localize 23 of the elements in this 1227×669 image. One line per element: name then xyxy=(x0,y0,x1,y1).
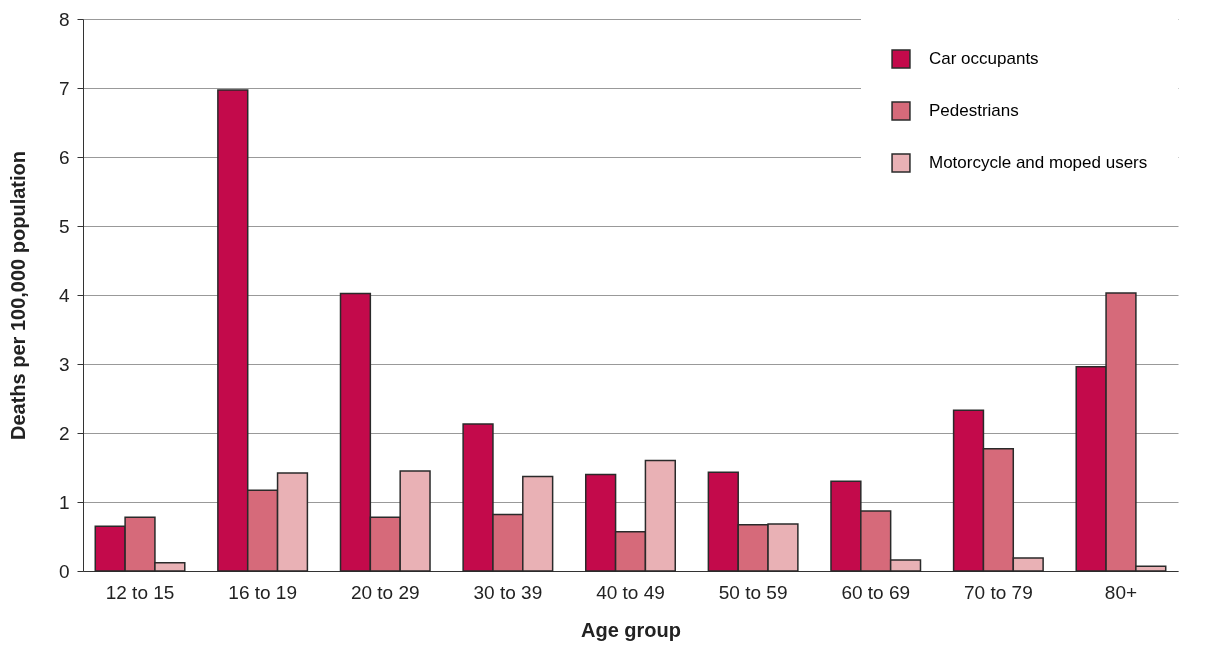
y-tick-label: 3 xyxy=(58,353,70,375)
x-tick-label: 60 to 69 xyxy=(841,581,911,603)
x-tick-label: 40 to 49 xyxy=(596,581,665,603)
y-axis-title: Deaths per 100,000 population xyxy=(6,151,29,440)
legend-label: Car occupants xyxy=(929,49,1039,68)
y-tick-label: 1 xyxy=(58,491,70,513)
x-axis-title: Age group xyxy=(581,618,681,641)
x-tick-label: 50 to 59 xyxy=(718,581,788,603)
y-tick-label: 4 xyxy=(58,284,70,306)
x-tick-label: 80+ xyxy=(1104,581,1138,603)
y-tick-label: 5 xyxy=(58,215,70,237)
legend-label: Motorcycle and moped users xyxy=(929,153,1148,172)
x-tick-label: 16 to 19 xyxy=(228,581,297,603)
legend-label: Pedestrians xyxy=(929,101,1019,120)
x-tick-label: 70 to 79 xyxy=(964,581,1033,603)
x-tick-label: 30 to 39 xyxy=(473,581,543,603)
y-tick-label: 2 xyxy=(58,422,70,444)
y-tick-label: 0 xyxy=(58,560,70,582)
y-tick-label: 6 xyxy=(58,146,70,168)
x-tick-label: 12 to 15 xyxy=(105,581,175,603)
x-tick-label: 20 to 29 xyxy=(350,581,420,603)
y-tick-label: 7 xyxy=(58,77,70,99)
y-tick-label: 8 xyxy=(58,8,70,30)
